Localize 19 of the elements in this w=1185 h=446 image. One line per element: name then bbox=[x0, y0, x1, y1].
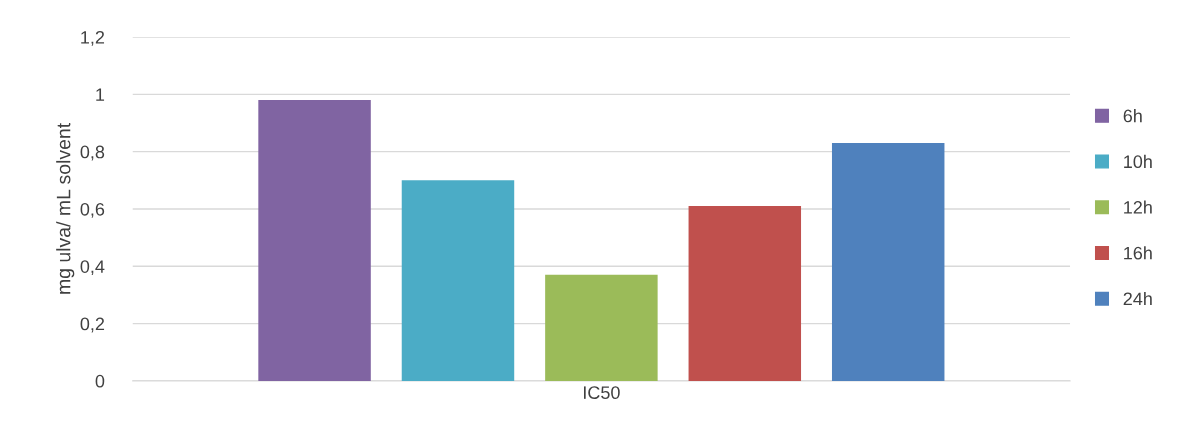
bar bbox=[401, 180, 515, 381]
y-tick-label: 0,6 bbox=[80, 202, 105, 218]
y-tick-label: 0,4 bbox=[80, 260, 105, 276]
legend-label: 16h bbox=[1124, 246, 1152, 260]
y-axis-title: mg ulva/ mL solvent bbox=[56, 123, 75, 294]
bar bbox=[258, 100, 371, 381]
y-tick-label: 0 bbox=[95, 374, 105, 388]
y-tick-label: 1 bbox=[96, 88, 105, 101]
legend-label: 12h bbox=[1124, 200, 1152, 214]
bar bbox=[688, 206, 802, 381]
bar bbox=[831, 143, 945, 381]
legend-label: 6h bbox=[1123, 109, 1142, 123]
legend-label: 24h bbox=[1123, 291, 1152, 306]
y-tick-label: 0,8 bbox=[80, 145, 105, 161]
bar bbox=[545, 274, 658, 381]
y-tick-label: 0,2 bbox=[80, 317, 105, 333]
x-tick-label: IC50 bbox=[583, 386, 620, 400]
y-tick-label: 1,2 bbox=[81, 30, 105, 46]
legend-label: 10h bbox=[1124, 154, 1152, 169]
